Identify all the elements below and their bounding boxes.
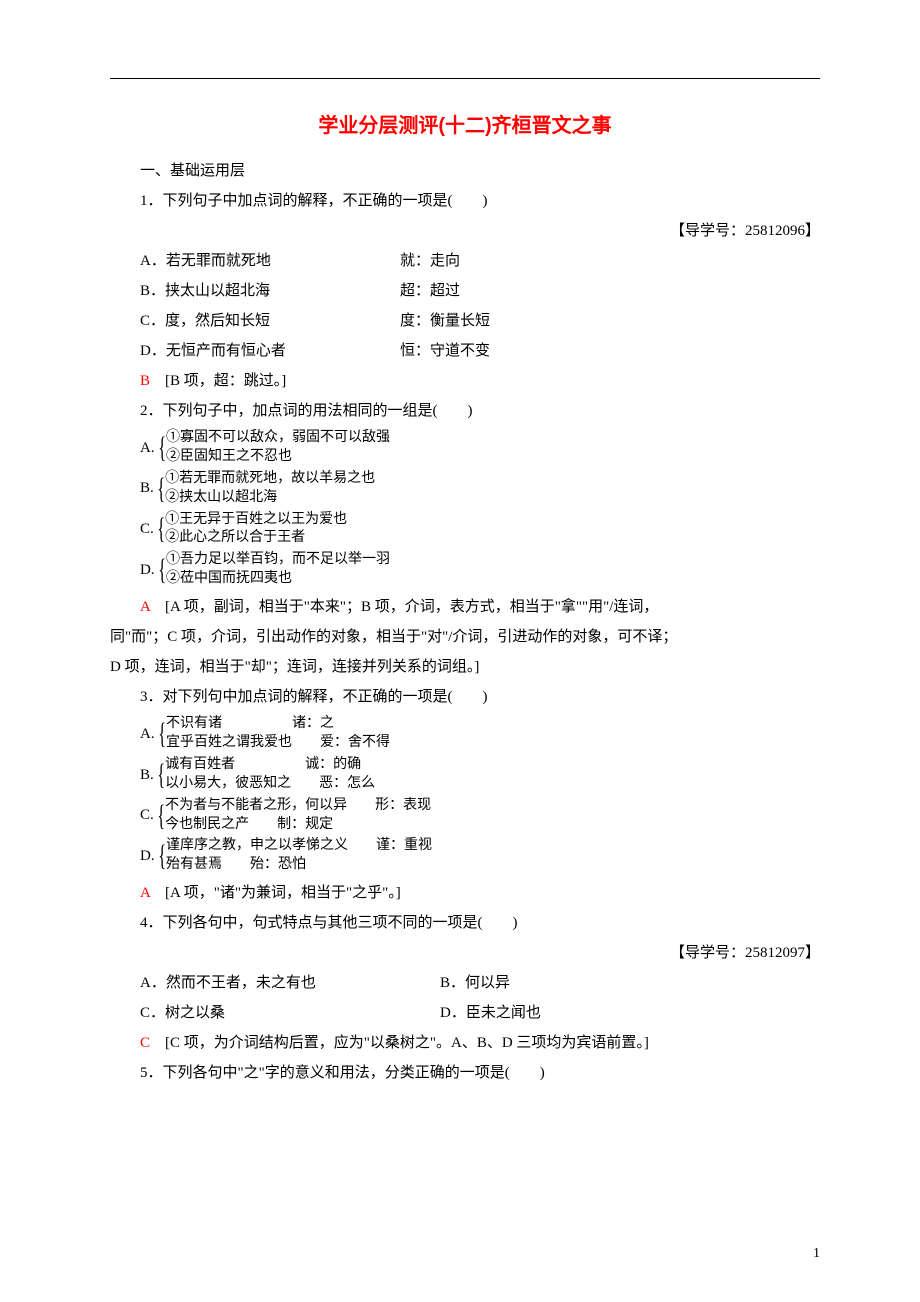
line1: ①若无罪而就死地，故以羊易之也: [165, 470, 375, 489]
q4-stem: 4．下列各句中，句式特点与其他三项不同的一项是( ): [110, 908, 820, 938]
brace-lines: 诚有百姓者 诚：的确 以小易大，彼恶知之 恶：怎么: [165, 756, 375, 794]
page-number: 1: [813, 1246, 820, 1262]
line2: ②此心之所以合于王者: [165, 529, 347, 548]
opt-b: B．何以异: [410, 968, 510, 998]
brace-lines: 谨庠序之教，申之以孝悌之义 谨：重视 殆有甚焉 殆：恐怕: [166, 837, 432, 875]
line1: 不为者与不能者之形，何以异 形：表现: [165, 797, 431, 816]
explanation: [B 项，超：跳过。]: [150, 373, 286, 389]
opt-a: A．然而不王者，未之有也: [110, 968, 410, 998]
brace-lines: ①寡固不可以敌众，弱固不可以敌强 ②臣固知王之不忍也: [166, 429, 390, 467]
opt-c: C．树之以桑: [110, 998, 410, 1028]
q5-stem: 5．下列各句中"之"字的意义和用法，分类正确的一项是( ): [110, 1058, 820, 1088]
opt-text: C．度，然后知长短: [110, 306, 370, 336]
q2-answer-line: A [A 项，副词，相当于"本来"；B 项，介词，表方式，相当于"拿""用"/连…: [110, 592, 820, 622]
brace-icon: {: [158, 555, 166, 585]
section-header: 一、基础运用层: [110, 156, 820, 186]
brace-lines: ①王无异于百姓之以王为爱也 ②此心之所以合于王者: [165, 511, 347, 549]
explanation: [C 项，为介词结构后置，应为"以桑树之"。A、B、D 三项均为宾语前置。]: [150, 1035, 649, 1051]
q4-row2: C．树之以桑 D．臣未之闻也: [110, 998, 820, 1028]
opt-letter: B.: [140, 477, 154, 500]
opt-text: D．无恒产而有恒心者: [110, 336, 370, 366]
q3-answer-line: A [A 项，"诸"为兼词，相当于"之乎"。]: [110, 878, 820, 908]
opt-def: 度：衡量长短: [370, 306, 490, 336]
line1: ①吾力足以举百钧，而不足以举一羽: [166, 551, 390, 570]
line1: 诚有百姓者 诚：的确: [165, 756, 375, 775]
q3-opt-c: C. { 不为者与不能者之形，何以异 形：表现 今也制民之产 制：规定: [140, 797, 820, 835]
line1: ①王无异于百姓之以王为爱也: [165, 511, 347, 530]
q1-opt-a: A．若无罪而就死地 就：走向: [110, 246, 820, 276]
brace-icon: {: [157, 514, 165, 544]
q3-opt-b: B. { 诚有百姓者 诚：的确 以小易大，彼恶知之 恶：怎么: [140, 756, 820, 794]
line2: 以小易大，彼恶知之 恶：怎么: [165, 775, 375, 794]
opt-letter: A.: [140, 723, 155, 746]
line1: 谨庠序之教，申之以孝悌之义 谨：重视: [166, 837, 432, 856]
answer-letter: A: [140, 599, 150, 615]
q1-opt-c: C．度，然后知长短 度：衡量长短: [110, 306, 820, 336]
q2-opt-c: C. { ①王无异于百姓之以王为爱也 ②此心之所以合于王者: [140, 511, 820, 549]
page-title: 学业分层测评(十二)齐桓晋文之事: [110, 109, 820, 138]
answer-letter: A: [140, 885, 150, 901]
brace-lines: 不为者与不能者之形，何以异 形：表现 今也制民之产 制：规定: [165, 797, 431, 835]
opt-text: A．若无罪而就死地: [110, 246, 370, 276]
q4-answer-line: C [C 项，为介词结构后置，应为"以桑树之"。A、B、D 三项均为宾语前置。]: [110, 1028, 820, 1058]
opt-letter: C.: [140, 518, 154, 541]
answer-letter: C: [140, 1035, 150, 1051]
line1: ①寡固不可以敌众，弱固不可以敌强: [166, 429, 390, 448]
q3-stem: 3．对下列句中加点词的解释，不正确的一项是( ): [110, 682, 820, 712]
q1-stem: 1．下列句子中加点词的解释，不正确的一项是( ): [110, 186, 820, 216]
line2: ②臣固知王之不忍也: [166, 448, 390, 467]
q1-opt-b: B．挟太山以超北海 超：超过: [110, 276, 820, 306]
q2-stem: 2．下列句子中，加点词的用法相同的一组是( ): [110, 396, 820, 426]
brace-icon: {: [158, 841, 166, 871]
opt-letter: D.: [140, 559, 155, 582]
explanation-l1: [A 项，副词，相当于"本来"；B 项，介词，表方式，相当于"拿""用"/连词，: [150, 599, 658, 615]
opt-d: D．臣未之闻也: [410, 998, 541, 1028]
brace-icon: {: [158, 719, 166, 749]
q3-opt-d: D. { 谨庠序之教，申之以孝悌之义 谨：重视 殆有甚焉 殆：恐怕: [140, 837, 820, 875]
line2: 今也制民之产 制：规定: [165, 816, 431, 835]
line2: ②莅中国而抚四夷也: [166, 570, 390, 589]
q4-guide: 【导学号：25812097】: [110, 938, 820, 968]
q2-opt-d: D. { ①吾力足以举百钧，而不足以举一羽 ②莅中国而抚四夷也: [140, 551, 820, 589]
brace-icon: {: [157, 474, 165, 504]
line2: 宜乎百姓之谓我爱也 爱：舍不得: [166, 734, 390, 753]
explanation: [A 项，"诸"为兼词，相当于"之乎"。]: [150, 885, 401, 901]
brace-lines: ①若无罪而就死地，故以羊易之也 ②挟太山以超北海: [165, 470, 375, 508]
explanation-l2: 同"而"；C 项，介词，引出动作的对象，相当于"对"/介词，引进动作的对象，可不…: [110, 622, 820, 652]
opt-letter: C.: [140, 804, 154, 827]
top-rule: [110, 78, 820, 79]
line1: 不识有诸 诸：之: [166, 715, 390, 734]
explanation-l3: D 项，连词，相当于"却"；连词，连接并列关系的词组。]: [110, 652, 820, 682]
brace-lines: ①吾力足以举百钧，而不足以举一羽 ②莅中国而抚四夷也: [166, 551, 390, 589]
q3-opt-a: A. { 不识有诸 诸：之 宜乎百姓之谓我爱也 爱：舍不得: [140, 715, 820, 753]
q2-opt-b: B. { ①若无罪而就死地，故以羊易之也 ②挟太山以超北海: [140, 470, 820, 508]
opt-def: 超：超过: [370, 276, 460, 306]
line2: 殆有甚焉 殆：恐怕: [166, 856, 432, 875]
q1-guide: 【导学号：25812096】: [110, 216, 820, 246]
q2-opt-a: A. { ①寡固不可以敌众，弱固不可以敌强 ②臣固知王之不忍也: [140, 429, 820, 467]
answer-letter: B: [140, 373, 150, 389]
q1-answer-line: B [B 项，超：跳过。]: [110, 366, 820, 396]
line2: ②挟太山以超北海: [165, 489, 375, 508]
brace-lines: 不识有诸 诸：之 宜乎百姓之谓我爱也 爱：舍不得: [166, 715, 390, 753]
opt-letter: A.: [140, 437, 155, 460]
opt-def: 就：走向: [370, 246, 460, 276]
brace-icon: {: [158, 433, 166, 463]
q4-row1: A．然而不王者，未之有也 B．何以异: [110, 968, 820, 998]
opt-letter: D.: [140, 845, 155, 868]
q1-opt-d: D．无恒产而有恒心者 恒：守道不变: [110, 336, 820, 366]
opt-text: B．挟太山以超北海: [110, 276, 370, 306]
opt-def: 恒：守道不变: [370, 336, 490, 366]
brace-icon: {: [157, 801, 165, 831]
brace-icon: {: [157, 760, 165, 790]
opt-letter: B.: [140, 764, 154, 787]
